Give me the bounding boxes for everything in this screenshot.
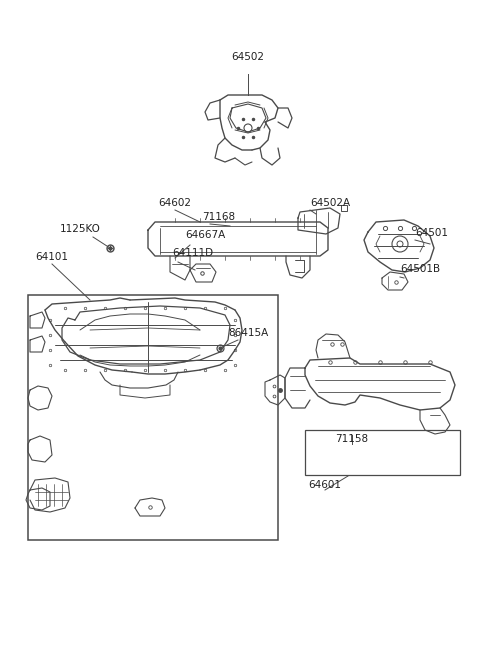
Text: 64111D: 64111D bbox=[172, 248, 213, 258]
Text: 64601: 64601 bbox=[309, 480, 341, 490]
Bar bbox=[28, 295, 278, 540]
Bar bbox=[305, 430, 460, 475]
Text: 71168: 71168 bbox=[202, 212, 235, 222]
Text: 64101: 64101 bbox=[35, 252, 68, 262]
Text: 71158: 71158 bbox=[336, 434, 369, 444]
Text: 64501: 64501 bbox=[415, 228, 448, 238]
Text: 64501B: 64501B bbox=[400, 264, 440, 274]
Text: 64667A: 64667A bbox=[185, 230, 225, 240]
Text: 64502: 64502 bbox=[231, 52, 264, 62]
Text: 64602: 64602 bbox=[158, 198, 192, 208]
Text: 1125KO: 1125KO bbox=[60, 224, 101, 234]
Text: 86415A: 86415A bbox=[228, 328, 268, 338]
Text: 64502A: 64502A bbox=[310, 198, 350, 208]
